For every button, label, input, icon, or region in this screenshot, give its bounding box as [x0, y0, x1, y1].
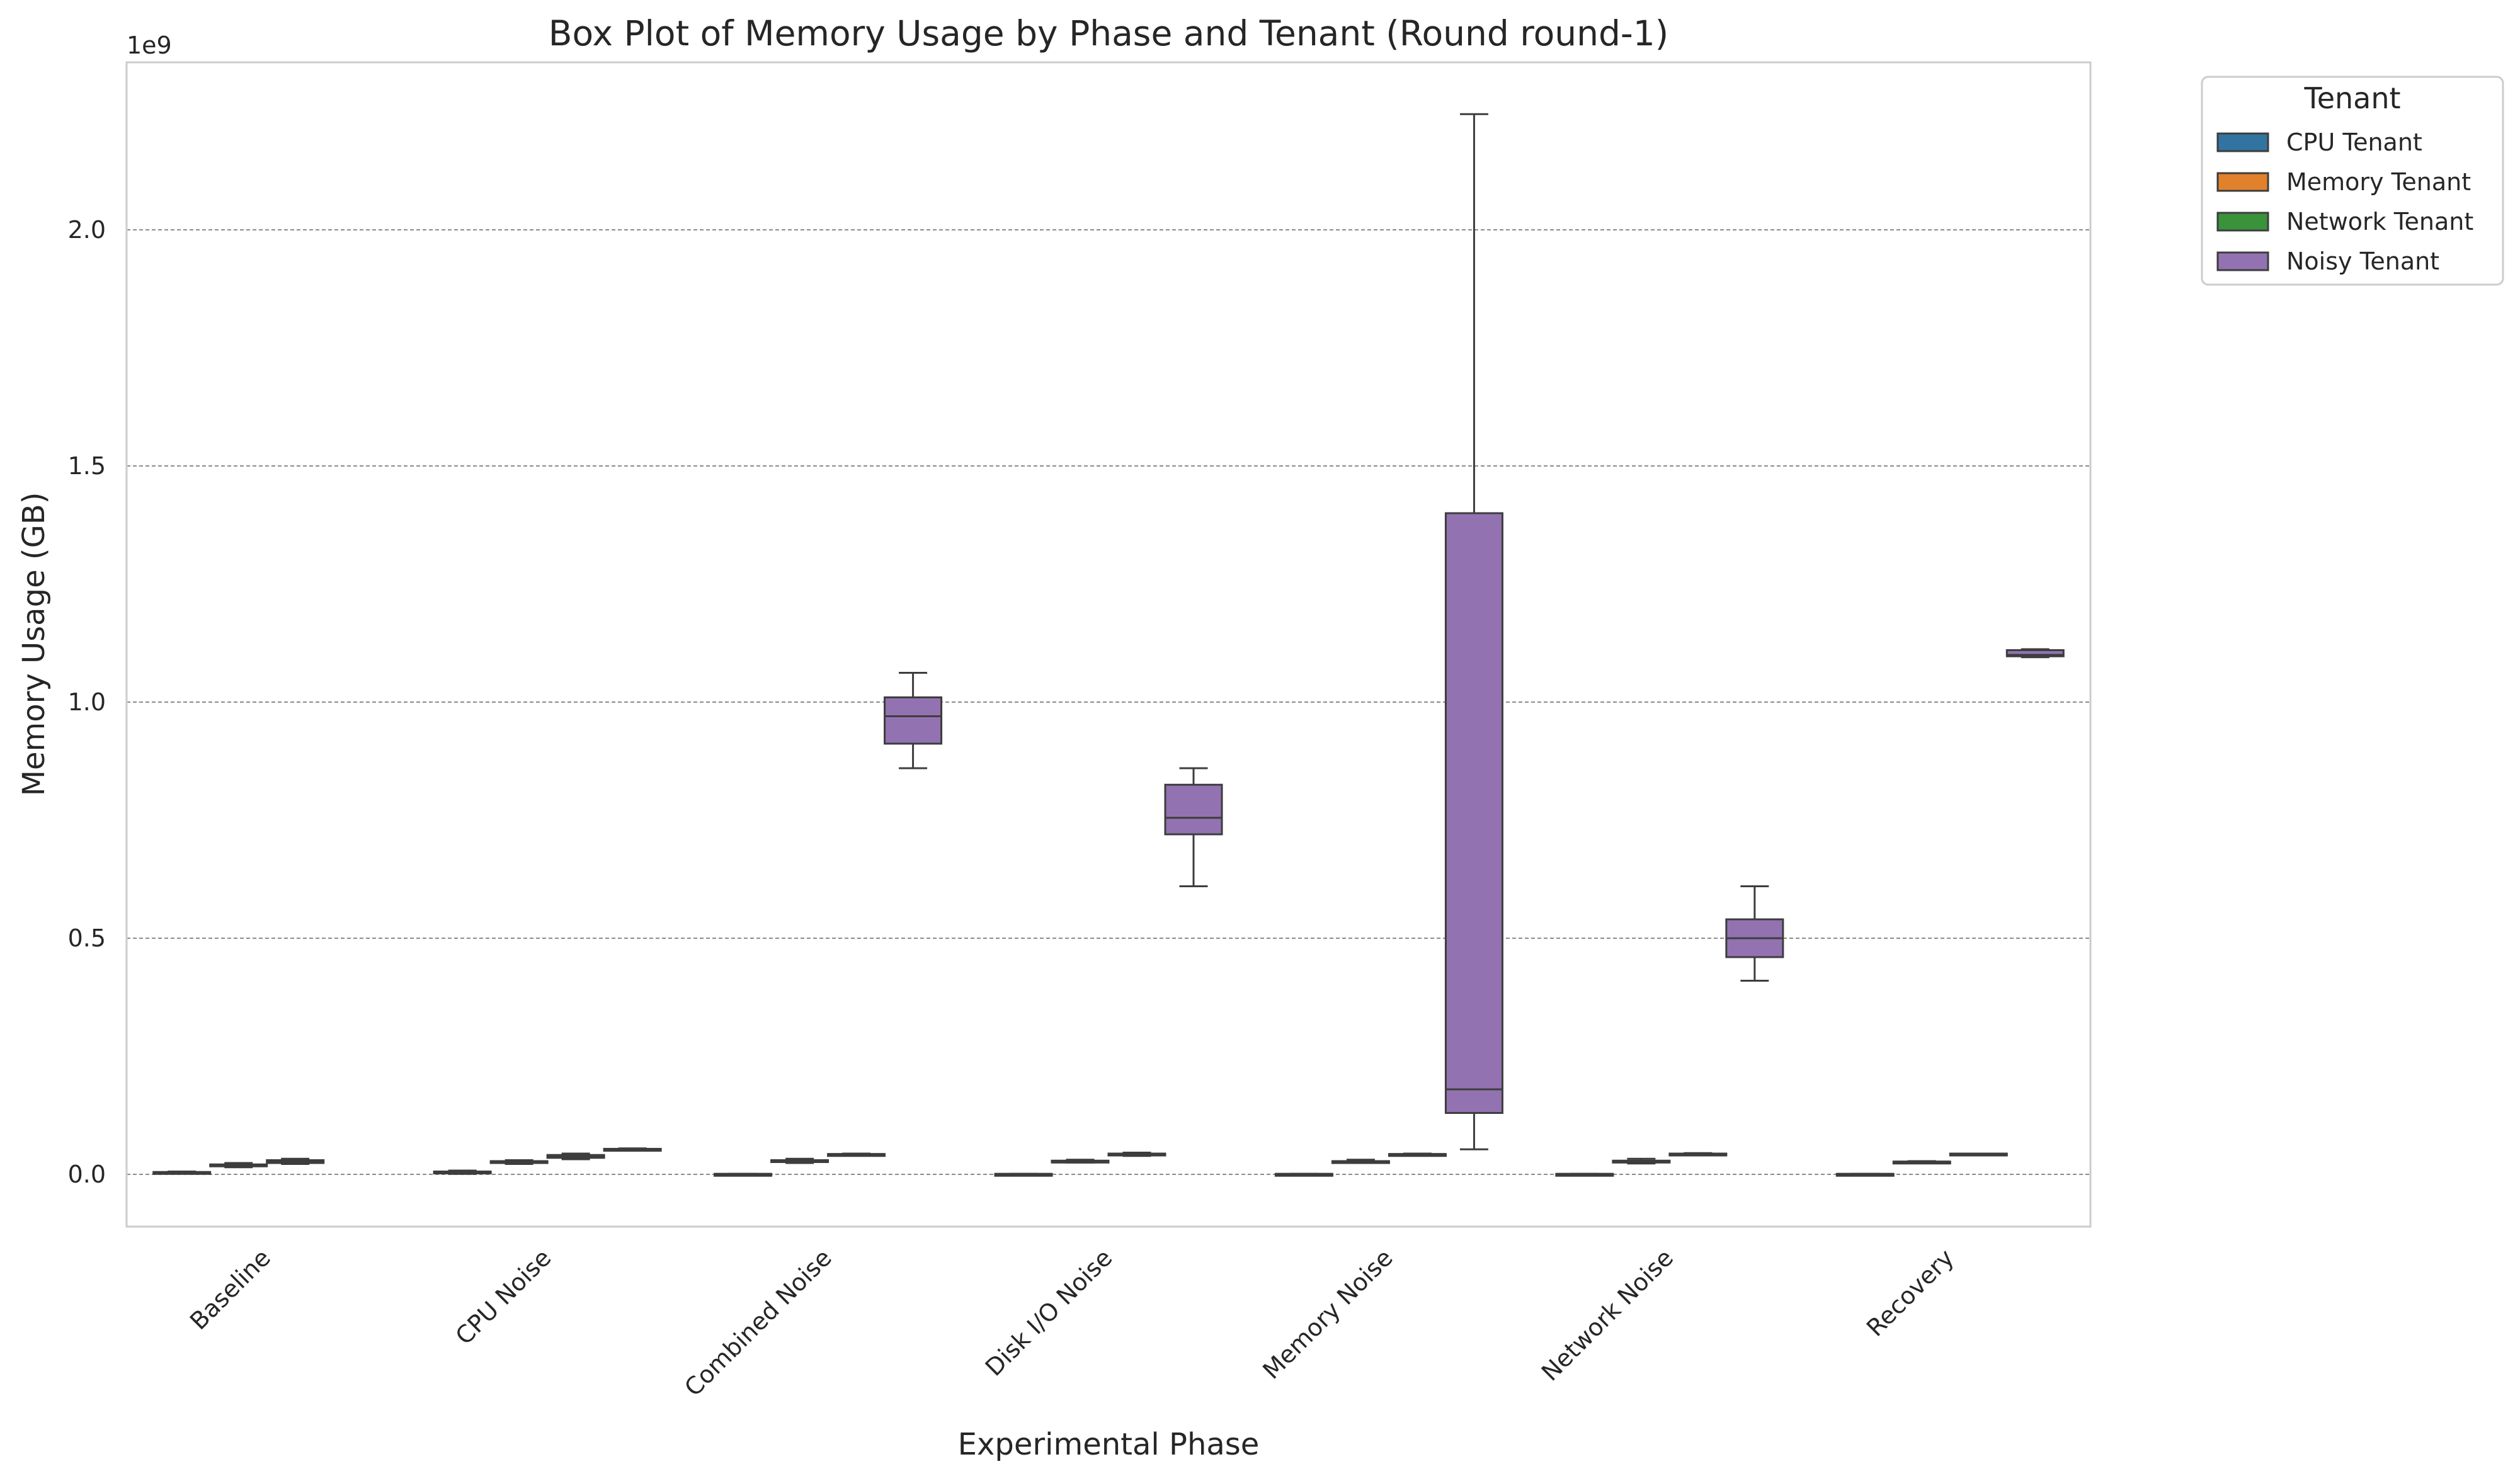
box-cpu-tenant	[1555, 1172, 1614, 1177]
box-memory-tenant	[489, 1159, 549, 1165]
legend-swatch	[2216, 251, 2269, 271]
box-network-tenant	[266, 1157, 325, 1165]
legend: Tenant CPU Tenant Memory Tenant Network Te…	[2201, 76, 2504, 286]
y-axis-title: Memory Usage (GB)	[16, 492, 52, 797]
legend-frame	[2201, 76, 2504, 286]
box-memory-tenant	[1612, 1157, 1671, 1165]
box-memory-tenant	[209, 1162, 268, 1169]
box-network-tenant	[1949, 1152, 2008, 1157]
box-noisy-tenant	[1164, 767, 1223, 887]
legend-swatch	[2216, 172, 2269, 192]
box-memory-tenant	[1331, 1159, 1390, 1164]
plot-area-frame	[125, 61, 2092, 1228]
box-memory-tenant	[1051, 1159, 1110, 1164]
box-series-layer	[152, 113, 2065, 1177]
box-memory-tenant	[1892, 1160, 1951, 1165]
box-iqr	[1444, 512, 1503, 1114]
box-cpu-tenant	[433, 1169, 492, 1175]
box-network-tenant	[1107, 1152, 1166, 1157]
legend-label: Memory Tenant	[2286, 168, 2471, 196]
box-cpu-tenant	[994, 1172, 1053, 1177]
box-network-tenant	[546, 1152, 605, 1160]
box-cpu-tenant	[152, 1171, 212, 1175]
legend-label: Noisy Tenant	[2286, 247, 2439, 275]
box-cpu-tenant	[714, 1172, 773, 1177]
box-noisy-tenant	[2005, 648, 2065, 659]
y-tick-label: 0.5	[68, 924, 106, 952]
box-network-tenant	[827, 1152, 886, 1157]
box-iqr	[1164, 783, 1223, 836]
box-noisy-tenant	[1444, 113, 1503, 1150]
legend-swatch	[2216, 212, 2269, 232]
box-cpu-tenant	[1274, 1172, 1333, 1177]
y-tick-label: 2.0	[68, 216, 106, 244]
box-network-tenant	[1668, 1152, 1728, 1157]
x-axis-title: Experimental Phase	[958, 1427, 1260, 1462]
legend-items: CPU Tenant Memory Tenant Network Tenant Noi…	[2216, 128, 2473, 275]
box-iqr	[884, 696, 943, 745]
y-tick-label: 0.0	[68, 1160, 106, 1188]
legend-swatch	[2216, 132, 2269, 152]
legend-label: Network Tenant	[2286, 208, 2473, 235]
y-offset-label: 1e9	[127, 31, 172, 59]
box-noisy-tenant	[1725, 885, 1784, 982]
y-tick-label: 1.5	[68, 452, 106, 480]
y-tick-label: 1.0	[68, 688, 106, 716]
box-network-tenant	[1388, 1152, 1447, 1157]
box-memory-tenant	[770, 1157, 830, 1164]
chart-title: Box Plot of Memory Usage by Phase and Te…	[549, 13, 1668, 54]
legend-label: CPU Tenant	[2286, 128, 2422, 156]
box-noisy-tenant	[603, 1147, 662, 1152]
box-iqr	[2005, 649, 2065, 657]
box-cpu-tenant	[1835, 1172, 1895, 1177]
box-noisy-tenant	[884, 672, 943, 769]
y-tick-labels: 0.0 0.5 1.0 1.5 2.0	[68, 216, 106, 1188]
legend-title: Tenant	[2303, 81, 2400, 115]
